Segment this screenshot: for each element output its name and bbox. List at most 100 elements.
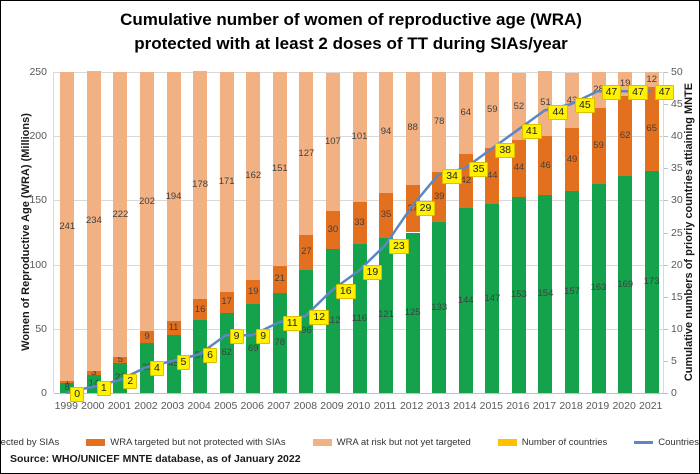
bar-segment-at-risk <box>139 72 154 332</box>
bar-value-label: 173 <box>643 275 660 287</box>
bar-value-label: 144 <box>457 294 474 306</box>
bar-value-label: 51 <box>540 97 551 109</box>
bar-value-label: 5 <box>117 354 124 366</box>
bar-segment-at-risk <box>565 73 580 129</box>
bar-value-label: 153 <box>510 288 527 300</box>
bar-value-label: 202 <box>139 195 155 207</box>
bar-value-label: 9 <box>144 331 150 343</box>
bar-segment-targeted <box>591 107 606 184</box>
bar-value-label: 27 <box>301 246 312 258</box>
bar-segment-targeted <box>219 291 234 314</box>
y-axis-tick-mark-right <box>664 296 668 298</box>
bar-value-label: 8 <box>64 381 70 393</box>
country-count-label: 23 <box>389 239 409 255</box>
country-count-label: 0 <box>70 387 85 402</box>
x-axis-year-label: 2009 <box>320 400 344 412</box>
y-axis-tick-label-right: 35 <box>671 162 683 175</box>
bar-value-label: 23 <box>115 372 126 384</box>
x-axis-line <box>54 393 665 394</box>
legend-item: WRA at risk but not yet targeted <box>312 437 471 448</box>
y-axis-tick-label-left: 250 <box>29 66 47 78</box>
bar-segment-targeted <box>325 210 340 250</box>
bar-value-label: 46 <box>540 159 551 171</box>
bar-value-label: 3 <box>91 367 97 379</box>
y-axis-tick-label-right: 5 <box>671 354 677 367</box>
y-axis-tick-mark-right <box>664 360 668 362</box>
bar-segment-at-risk <box>405 72 420 185</box>
bar-segment-at-risk <box>246 72 261 280</box>
x-axis-year-label: 2008 <box>293 400 318 412</box>
bar-value-label: 96 <box>301 325 312 337</box>
y-axis-tick-label-left: 100 <box>29 258 47 271</box>
bar-value-label: 64 <box>460 107 472 119</box>
y-axis-tick-label-right: 25 <box>671 226 683 239</box>
bar-segment-targeted <box>352 201 367 245</box>
x-axis-year-label: 2006 <box>240 400 264 412</box>
bar-value-label: 35 <box>380 209 392 221</box>
bar-segment-at-risk <box>538 70 553 137</box>
legend-item: WRA Protected by SIAs <box>1 437 59 448</box>
legend-swatch-bar <box>497 439 517 446</box>
y-axis-title-left: Women of Reproductive Age (WRA) (Million… <box>20 113 32 351</box>
bar-value-label: 49 <box>566 153 578 165</box>
x-axis-year-label: 2003 <box>160 400 185 412</box>
legend-label: Number of countries <box>521 437 608 448</box>
y-axis-tick-label-right: 0 <box>671 387 677 399</box>
country-count-label: 47 <box>628 85 648 101</box>
y-axis-tick-label-left: 0 <box>41 387 47 399</box>
country-count-label: 44 <box>548 104 569 120</box>
y-axis-tick-mark-right <box>664 232 668 234</box>
x-axis-year-label: 2021 <box>639 400 663 412</box>
x-axis-year-label: 1999 <box>54 400 78 412</box>
bar-segment-targeted <box>379 192 394 238</box>
bar-segment-targeted <box>113 357 128 364</box>
bar-value-label: 19 <box>619 78 631 90</box>
bar-value-label: 52 <box>513 100 525 112</box>
chart-title: Cumulative number of women of reproducti… <box>1 8 699 56</box>
bar-value-label: 42 <box>460 175 472 187</box>
bar-value-label: 39 <box>433 191 445 203</box>
bar-segment-at-risk <box>219 72 234 292</box>
x-axis-year-label: 2013 <box>426 400 450 412</box>
bar-segment-targeted <box>432 172 447 223</box>
bar-value-label: 44 <box>513 162 525 174</box>
bar-value-label: 169 <box>617 278 634 290</box>
bar-segment-at-risk <box>60 72 75 382</box>
bar-segment-targeted <box>139 331 154 343</box>
bar-value-label: 62 <box>619 130 631 142</box>
bar-segment-protected <box>591 183 606 393</box>
bar-value-label: 125 <box>404 306 421 318</box>
bar-value-label: 21 <box>274 273 286 285</box>
bar-value-label: 78 <box>274 336 286 348</box>
bar-segment-protected <box>246 304 261 393</box>
y-axis-tick-label-left: 50 <box>35 322 47 335</box>
bar-segment-protected <box>644 170 659 393</box>
y-axis-tick-mark-right <box>664 168 668 170</box>
bar-segment-protected <box>538 195 553 393</box>
bar-segment-protected <box>485 204 500 393</box>
bar-segment-protected <box>458 208 473 393</box>
y-axis-tick-label-right: 40 <box>671 130 683 143</box>
bar-value-label: 59 <box>487 103 498 115</box>
x-axis-year-label: 2001 <box>107 400 132 412</box>
bar-value-label: 44 <box>487 170 498 181</box>
y-axis-tick-mark-right <box>664 104 668 106</box>
bar-value-label: 151 <box>271 162 288 174</box>
legend-swatch-line <box>634 441 654 444</box>
bar-value-label: 116 <box>351 312 368 324</box>
bar-value-label: 78 <box>433 116 445 128</box>
bar-segment-at-risk <box>485 72 500 148</box>
bar-value-label: 127 <box>298 147 315 159</box>
bar-value-label: 234 <box>85 214 102 226</box>
x-axis-year-label: 2019 <box>585 400 610 412</box>
country-count-label: 38 <box>495 143 515 159</box>
country-count-label: 9 <box>256 329 271 345</box>
bar-value-label: 94 <box>380 126 392 138</box>
bar-value-label: 112 <box>325 315 341 327</box>
y-axis-tick-label-left: 150 <box>29 194 47 207</box>
bar-segment-targeted <box>246 280 261 305</box>
bar-value-label: 88 <box>407 122 418 134</box>
bar-value-label: 154 <box>537 288 554 300</box>
bar-value-label: 101 <box>351 130 368 142</box>
